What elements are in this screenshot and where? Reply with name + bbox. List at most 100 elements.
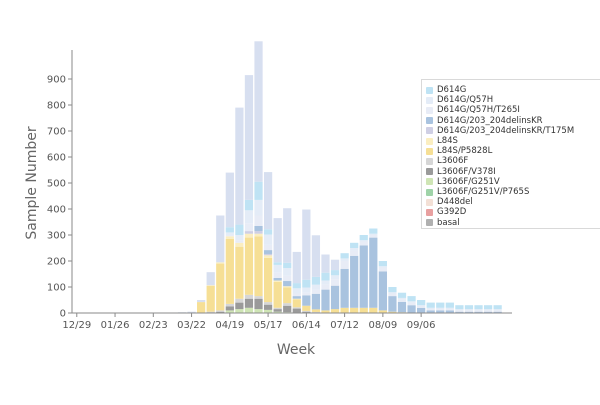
bar-segment	[225, 306, 234, 311]
legend-swatch	[426, 86, 433, 94]
legend-item[interactable]: L3606F/G251V	[426, 176, 500, 188]
legend-swatch	[426, 219, 433, 227]
bar-segment	[359, 245, 368, 308]
y-tick-label: 700	[47, 127, 66, 138]
bar-segment	[244, 307, 254, 313]
bar-segment	[216, 311, 225, 313]
legend-label: L3606F/G251V	[437, 176, 500, 187]
bar-segment	[225, 227, 234, 233]
bar-segment	[407, 296, 416, 302]
legend-item[interactable]: L3606F	[426, 155, 468, 167]
bar-segment	[378, 267, 387, 272]
legend-item[interactable]: L84S/P5828L	[426, 145, 492, 157]
bar-segment	[321, 289, 330, 311]
bar-segment	[273, 280, 282, 282]
bar-segment	[244, 199, 254, 211]
bar-segment	[436, 310, 445, 313]
bar-segment	[359, 241, 368, 246]
legend-item[interactable]: D614G/203_204delinsKR/T175M	[426, 125, 574, 137]
legend-item[interactable]: D614G/Q57H/T265I	[426, 104, 520, 116]
legend-swatch	[426, 96, 433, 104]
bar-segment	[225, 235, 234, 237]
bar-segment	[302, 279, 311, 288]
bar-segment	[436, 307, 445, 310]
bar-segment	[273, 262, 282, 265]
legend-label: L84S/P5828L	[437, 146, 493, 157]
bar-segment	[254, 296, 263, 299]
legend-swatch	[426, 157, 433, 165]
bar-segment	[283, 303, 292, 306]
legend-label: L3606F	[437, 156, 469, 167]
bar-segment	[235, 302, 244, 310]
bar-segment	[397, 292, 407, 298]
bar-segment	[369, 307, 378, 313]
bar-segment	[417, 305, 426, 307]
bar-segment	[369, 233, 378, 235]
bar-segment	[445, 309, 454, 311]
bar-segment	[292, 296, 301, 299]
bar-segment	[216, 310, 225, 312]
bar-segment	[464, 305, 474, 310]
legend-item[interactable]: L84S	[426, 135, 458, 147]
bar-segment	[330, 270, 340, 276]
legend-item[interactable]: L3606F/V378I	[426, 166, 496, 178]
bar-segment	[493, 311, 502, 313]
bar-segment	[330, 309, 340, 313]
bar-segment	[350, 307, 359, 313]
bar-segment	[474, 311, 483, 313]
bar-segment	[407, 302, 416, 306]
bar-segment	[302, 305, 311, 311]
bar-segment	[302, 310, 311, 312]
bar-segment	[254, 199, 263, 216]
bar-segment	[311, 235, 321, 277]
legend-item[interactable]: basal	[426, 217, 460, 229]
y-tick-label: 300	[47, 231, 66, 242]
legend-item[interactable]: L3606F/G251V/P765S	[426, 186, 529, 198]
bar-segment	[235, 235, 244, 241]
bar-segment	[206, 272, 215, 286]
bar-segment	[359, 240, 368, 242]
bar-segment	[311, 284, 321, 290]
bar-segment	[273, 311, 282, 313]
legend-item[interactable]: G392D	[426, 206, 466, 218]
bar-segment	[321, 272, 330, 281]
legend-swatch	[426, 168, 433, 176]
bar-segment	[455, 309, 464, 311]
bar-segment	[493, 305, 502, 310]
legend-label: L3606F/V378I	[437, 166, 496, 177]
bar-segment	[244, 233, 254, 238]
bar-segment	[244, 294, 254, 299]
bar-segment	[378, 310, 387, 313]
bar-segment	[426, 307, 435, 310]
bar-segment	[321, 280, 330, 285]
y-tick-label: 500	[47, 179, 66, 190]
bar-segment	[263, 255, 273, 258]
bar-segment	[397, 297, 407, 300]
bar-segment	[407, 305, 416, 313]
bar-segment	[302, 209, 311, 280]
bar-segment	[426, 310, 435, 313]
bar-segment	[263, 229, 273, 235]
x-tick-label: 07/12	[330, 320, 359, 331]
bar-segment	[206, 311, 215, 313]
bar-segment	[436, 309, 445, 311]
bar-segment	[283, 262, 292, 269]
bar-segment	[445, 302, 454, 308]
bar-segment	[235, 224, 244, 235]
bar-segment	[216, 263, 225, 311]
bar-segment	[378, 266, 387, 268]
legend-item[interactable]: D614G	[426, 84, 466, 96]
bar-segment	[388, 311, 397, 313]
bar-segment	[397, 299, 407, 302]
legend-label: D448del	[437, 197, 473, 208]
bar-segment	[483, 310, 493, 312]
legend-item[interactable]: D614G/203_204delinsKR	[426, 115, 543, 127]
legend-item[interactable]: D614G/Q57H	[426, 94, 493, 106]
bar-segment	[292, 299, 301, 308]
legend-item[interactable]: D448del	[426, 196, 473, 208]
bar-segment	[474, 310, 483, 312]
bar-segment	[378, 271, 387, 311]
legend-swatch	[426, 106, 433, 114]
bar-segment	[417, 300, 426, 306]
bar-segment	[263, 309, 273, 313]
